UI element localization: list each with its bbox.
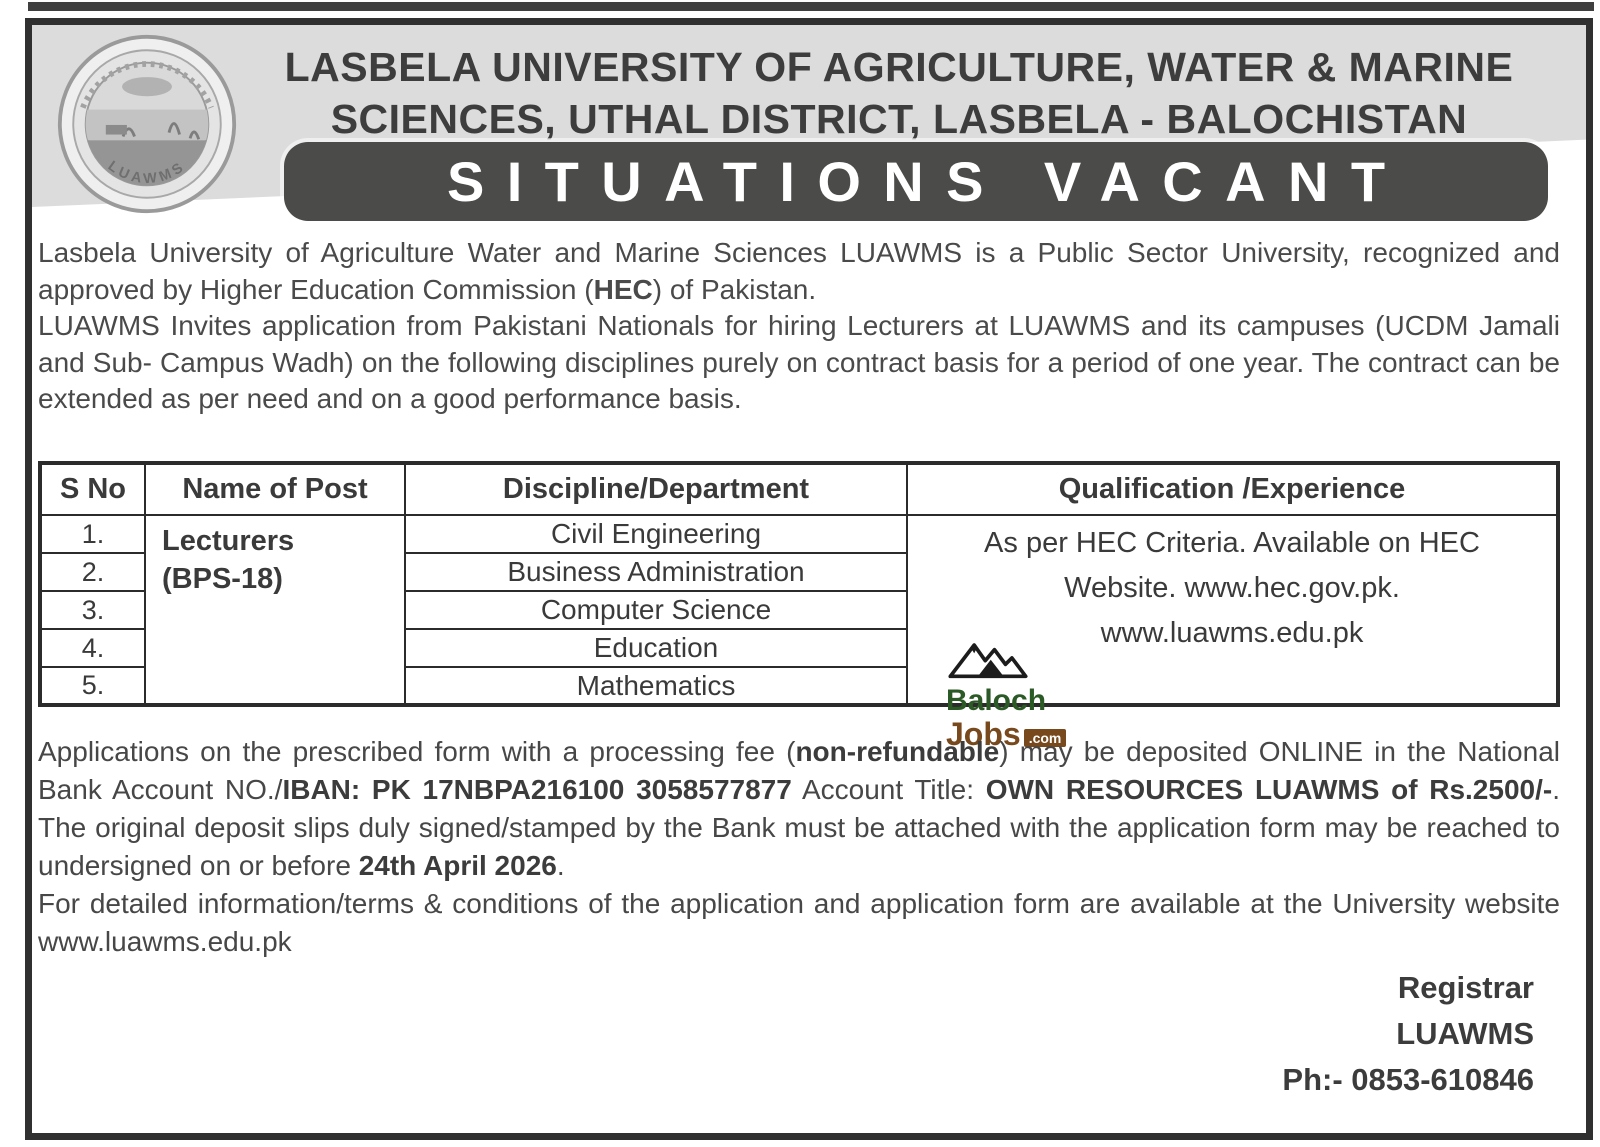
table-row-4: 4. Education — [39, 628, 1558, 668]
vacancies-table: S No Name of Post Discipline/Department … — [38, 461, 1560, 750]
qualification-cell: As per HEC Criteria. Available on HEC We… — [906, 514, 1559, 750]
table-row-3: 3. Computer Science — [39, 590, 1558, 630]
watermark-jobs-text: Jobs — [946, 716, 1021, 752]
watermark-jobs: Jobs .com — [946, 716, 1067, 752]
table-row-2: 2. Business Administration — [39, 552, 1558, 592]
apply-bold-nonrefundable: non-refundable — [795, 736, 1000, 767]
table-row-5: 5. Mathematics — [39, 666, 1558, 706]
intro-text: Lasbela University of Agriculture Water … — [38, 235, 1560, 418]
qualification-line-1: As per HEC Criteria. Available on HEC — [984, 527, 1480, 559]
intro-p1-text-end: ) of Pakistan. — [652, 273, 817, 305]
situations-vacant-banner: SITUATIONS VACANT — [284, 142, 1548, 221]
apply-text: Account Title: — [791, 774, 986, 805]
university-seal-icon: LUAWMS — [57, 34, 237, 214]
sno-cell: 2. — [39, 552, 146, 592]
col-header-post: Name of Post — [144, 462, 406, 516]
discipline-cell: Civil Engineering — [404, 514, 908, 554]
col-header-sno: S No — [39, 462, 146, 516]
top-divider-strip — [28, 2, 1594, 11]
apply-text: Applications on the prescribed form with… — [38, 736, 796, 767]
signature-luawms: LUAWMS — [1396, 1016, 1534, 1051]
discipline-cell: Computer Science — [404, 590, 908, 630]
university-logo: LUAWMS — [56, 33, 238, 215]
apply-paragraph: Applications on the prescribed form with… — [38, 733, 1560, 885]
sno-cell: 1. — [39, 514, 146, 554]
post-grade: (BPS-18) — [162, 563, 283, 595]
apply-text: . The original deposit slips duly signed… — [38, 774, 1560, 881]
signature-block: Registrar LUAWMS Ph:- 0853-610846 — [1282, 965, 1534, 1103]
post-cell: Lecturers (BPS-18) — [144, 514, 406, 706]
intro-paragraph-1: Lasbela University of Agriculture Water … — [38, 235, 1560, 308]
title-line-2: SCIENCES, UTHAL DISTRICT, LASBELA - BALO… — [330, 96, 1468, 142]
intro-paragraph-2: LUAWMS Invites application from Pakistan… — [38, 310, 1560, 414]
watermark-baloch: Baloch — [946, 684, 1047, 717]
apply-text: ) may be deposited ONLINE in the Nationa… — [38, 736, 1560, 805]
intro-p1-bold-hec: HEC — [593, 273, 653, 305]
mountains-icon — [948, 643, 1028, 679]
discipline-cell: Education — [404, 628, 908, 668]
info-paragraph: For detailed information/terms & conditi… — [38, 888, 1560, 957]
application-instructions: Applications on the prescribed form with… — [38, 733, 1560, 961]
qualification-text: As per HEC Criteria. Available on HEC We… — [908, 516, 1556, 656]
title-line-1: LASBELA UNIVERSITY OF AGRICULTURE, WATER… — [284, 44, 1514, 90]
post-name: Lecturers — [162, 525, 295, 557]
col-header-discipline: Discipline/Department — [404, 462, 908, 516]
sno-cell: 5. — [39, 666, 146, 706]
apply-bold-deadline: 24th April 2026 — [358, 850, 557, 881]
qualification-line-3: www.luawms.edu.pk — [1100, 617, 1364, 649]
balochjobs-watermark: Baloch Jobs .com — [946, 634, 1067, 752]
discipline-cell: Business Administration — [404, 552, 908, 592]
discipline-cell: Mathematics — [404, 666, 908, 706]
signature-registrar: Registrar — [1397, 970, 1534, 1005]
banner-label: SITUATIONS VACANT — [446, 150, 1408, 213]
qualification-line-2: Website. www.hec.gov.pk. — [1064, 572, 1400, 604]
ad-frame: LUAWMS LASBELA UNIVERSITY OF AGRICULTURE… — [25, 18, 1593, 1140]
apply-bold-iban: IBAN: PK 17NBPA216100 3058577877 — [282, 774, 792, 805]
apply-bold-account-title: OWN RESOURCES LUAWMS of Rs.2500/- — [985, 774, 1553, 805]
intro-p1-text: Lasbela University of Agriculture Water … — [38, 237, 1560, 305]
university-title: LASBELA UNIVERSITY OF AGRICULTURE, WATER… — [232, 41, 1566, 145]
sno-cell: 4. — [39, 628, 146, 668]
signature-phone: Ph:- 0853-610846 — [1282, 1062, 1534, 1097]
table-row-1: 1. Lecturers (BPS-18) Civil Engineering … — [39, 514, 1559, 750]
table-header-row: S No Name of Post Discipline/Department … — [39, 462, 1559, 516]
sno-cell: 3. — [39, 590, 146, 630]
col-header-qualification: Qualification /Experience — [906, 462, 1559, 516]
watermark-com-badge: .com — [1023, 729, 1067, 747]
apply-text: . — [556, 850, 565, 881]
